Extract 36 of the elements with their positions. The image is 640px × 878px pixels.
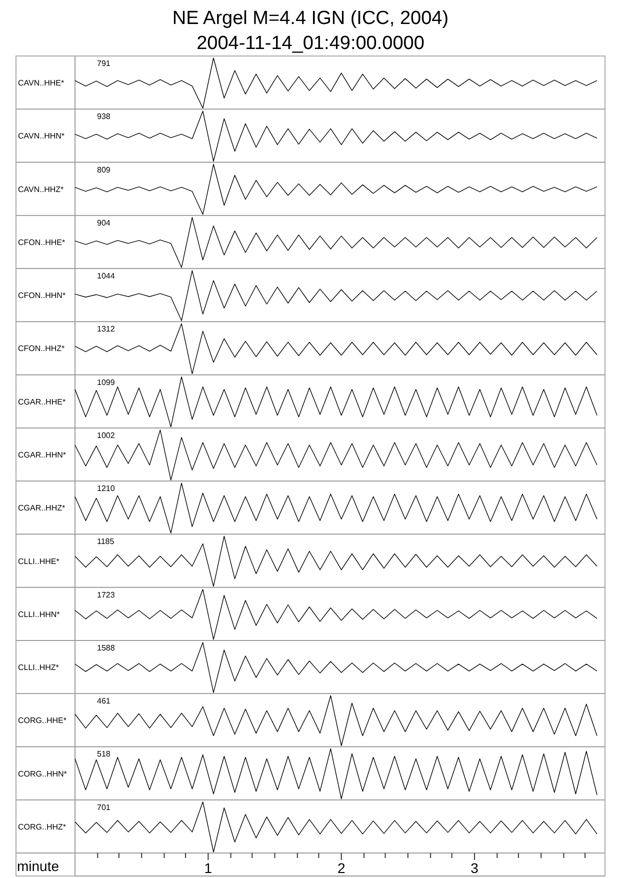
- annotation: 518: [97, 750, 111, 759]
- annotation: 1002: [97, 430, 116, 440]
- y-axis-title: CGAR..HHZ*: [18, 504, 66, 513]
- annotation: 1588: [97, 643, 116, 652]
- x-axis-title: minute: [17, 858, 60, 874]
- y-axis-title: CAVN..HHE*: [18, 78, 64, 88]
- x-tick-label: 3: [470, 860, 479, 876]
- annotation: 461: [97, 696, 111, 706]
- annotation: 1099: [97, 378, 116, 387]
- annotation: 809: [97, 165, 111, 174]
- annotation: 1185: [97, 537, 115, 546]
- y-axis-title: CORG..HHZ*: [18, 822, 66, 832]
- y-axis-title: CFON..HHE*: [18, 238, 66, 247]
- y-axis-title: CORG..HHN*: [18, 769, 67, 778]
- y-axis-title: CAVN..HHN*: [18, 132, 65, 141]
- annotation: 904: [97, 218, 111, 228]
- y-axis-title: CFON..HHN*: [18, 291, 66, 300]
- y-axis-title: CLLI..HHE*: [18, 556, 60, 566]
- x-tick-label: 2: [337, 860, 346, 876]
- y-axis-title: CGAR..HHE*: [18, 397, 66, 406]
- annotation: 1312: [97, 324, 116, 334]
- x-tick-label: 1: [204, 860, 212, 876]
- chart-subtitle: 2004-11-14_01:49:00.0000: [196, 33, 424, 54]
- annotation: 1044: [97, 272, 116, 281]
- annotation: 1210: [97, 484, 116, 494]
- annotation: 701: [97, 802, 111, 812]
- y-axis-title: CAVN..HHZ*: [18, 184, 64, 194]
- y-axis-title: CLLI..HHN*: [18, 610, 60, 619]
- chart-title: NE Argel M=4.4 IGN (ICC, 2004): [172, 8, 449, 29]
- y-axis-title: CORG..HHE*: [18, 716, 66, 726]
- y-axis-title: CLLI..HHZ*: [18, 663, 59, 672]
- annotation: 938: [97, 112, 111, 122]
- annotation: 1723: [97, 590, 116, 600]
- y-axis-title: CFON..HHZ*: [18, 344, 65, 354]
- y-axis-title: CGAR..HHN*: [18, 450, 66, 460]
- annotation: 791: [97, 59, 111, 68]
